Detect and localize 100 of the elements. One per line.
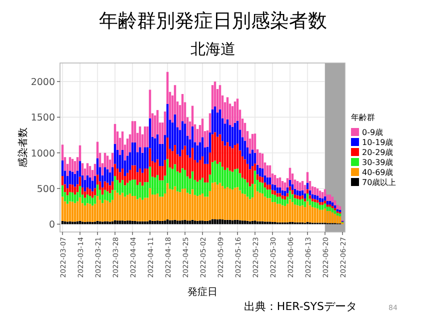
bar: [248, 199, 252, 222]
y-tick-label: 1000: [30, 148, 55, 160]
bar: [94, 176, 96, 188]
bar: [266, 190, 269, 198]
bar: [234, 122, 236, 146]
bar: [146, 126, 149, 148]
bar: [111, 181, 114, 190]
bar: [244, 220, 246, 224]
bar: [296, 181, 299, 190]
bar: [228, 146, 232, 171]
bar: [294, 204, 296, 222]
bar: [216, 184, 219, 220]
bar: [134, 196, 136, 221]
bar: [118, 182, 122, 195]
bar: [301, 190, 304, 196]
bar: [191, 189, 194, 220]
bar: [104, 200, 106, 222]
bar: [314, 199, 316, 202]
bar: [108, 202, 112, 222]
bar: [86, 222, 89, 224]
bar: [226, 187, 229, 220]
bar: [164, 220, 166, 224]
bar: [196, 145, 199, 162]
bar: [144, 168, 146, 182]
bar: [276, 196, 279, 204]
bar: [296, 195, 299, 199]
bar: [244, 194, 246, 221]
bar: [246, 196, 249, 221]
bar: [301, 198, 304, 206]
bar: [256, 174, 259, 180]
bar: [291, 194, 294, 202]
bar: [98, 200, 102, 222]
bar: [204, 196, 206, 221]
bar: [316, 200, 319, 203]
bar: [188, 220, 192, 224]
bar: [284, 200, 286, 206]
bar: [154, 194, 156, 221]
bar: [84, 206, 86, 222]
bar: [328, 200, 332, 205]
bar: [71, 184, 74, 192]
legend-label: 40-69歳: [362, 168, 394, 177]
legend-item: 70歳以上: [351, 178, 396, 187]
bar: [218, 162, 222, 183]
bar: [156, 220, 159, 224]
bar: [231, 172, 234, 190]
bar: [226, 168, 229, 188]
bar: [326, 210, 329, 224]
bar: [74, 161, 76, 174]
bar: [338, 213, 342, 216]
bar: [311, 207, 314, 223]
bar: [78, 197, 82, 221]
bar: [311, 198, 314, 202]
bar: [176, 220, 179, 224]
bar: [171, 168, 174, 190]
chart-subtitle: 北海道: [190, 40, 236, 58]
bar: [138, 198, 142, 222]
bar: [86, 203, 89, 222]
bar: [304, 193, 306, 198]
bar: [281, 198, 284, 206]
bar: [298, 206, 302, 222]
bar: [278, 196, 282, 204]
bar: [334, 200, 336, 206]
bar: [68, 192, 72, 202]
legend-item: 0-9歳: [351, 128, 384, 137]
bar: [81, 222, 84, 224]
bar: [231, 220, 234, 224]
bar: [106, 200, 109, 222]
bar: [311, 194, 314, 198]
bar: [126, 156, 129, 173]
bar: [324, 203, 326, 208]
bar: [66, 195, 69, 204]
bar: [181, 188, 184, 220]
bar: [121, 192, 124, 221]
bar: [76, 201, 79, 222]
bar: [314, 202, 316, 208]
bar: [116, 220, 119, 224]
bar: [208, 220, 212, 224]
bar: [321, 202, 324, 205]
legend-item: 10-19歳: [351, 138, 394, 147]
bar: [264, 222, 266, 224]
bar: [251, 150, 254, 166]
bar: [88, 177, 92, 189]
bar: [214, 132, 216, 161]
bar: [174, 186, 176, 220]
bar: [181, 168, 184, 189]
bar: [201, 220, 204, 224]
bar: [198, 160, 202, 180]
bar: [318, 190, 322, 198]
bar: [296, 190, 299, 196]
bar: [74, 203, 76, 222]
bar: [244, 179, 246, 194]
legend-label: 20-29歳: [362, 148, 394, 157]
bar: [126, 194, 129, 221]
bar: [261, 193, 264, 222]
bar: [196, 196, 199, 221]
bar: [74, 222, 76, 224]
bar: [171, 220, 174, 224]
bar: [84, 191, 86, 198]
bar: [138, 182, 142, 198]
bar: [318, 202, 322, 205]
